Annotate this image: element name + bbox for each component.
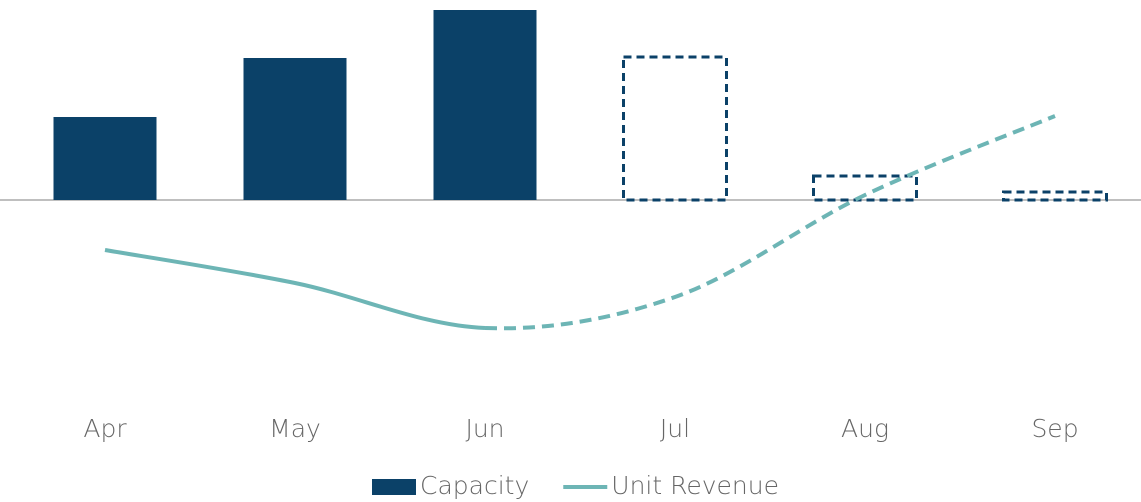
bar bbox=[243, 58, 347, 200]
bar bbox=[622, 55, 728, 202]
bar bbox=[53, 117, 157, 200]
bar bbox=[1002, 190, 1108, 202]
bar bbox=[812, 174, 918, 202]
x-tick-label: Aug bbox=[841, 414, 889, 443]
x-tick-label: Apr bbox=[83, 414, 127, 443]
line bbox=[484, 114, 1056, 331]
legend-swatch bbox=[372, 479, 416, 495]
bar bbox=[433, 10, 537, 200]
line bbox=[104, 248, 486, 330]
x-tick-label: Sep bbox=[1031, 414, 1078, 443]
legend-label: Unit Revenue bbox=[611, 471, 779, 500]
x-tick-label: Jun bbox=[465, 414, 504, 443]
x-tick-label: May bbox=[269, 414, 321, 443]
x-tick-label: Jul bbox=[660, 414, 690, 443]
legend-label: Capacity bbox=[420, 471, 529, 500]
